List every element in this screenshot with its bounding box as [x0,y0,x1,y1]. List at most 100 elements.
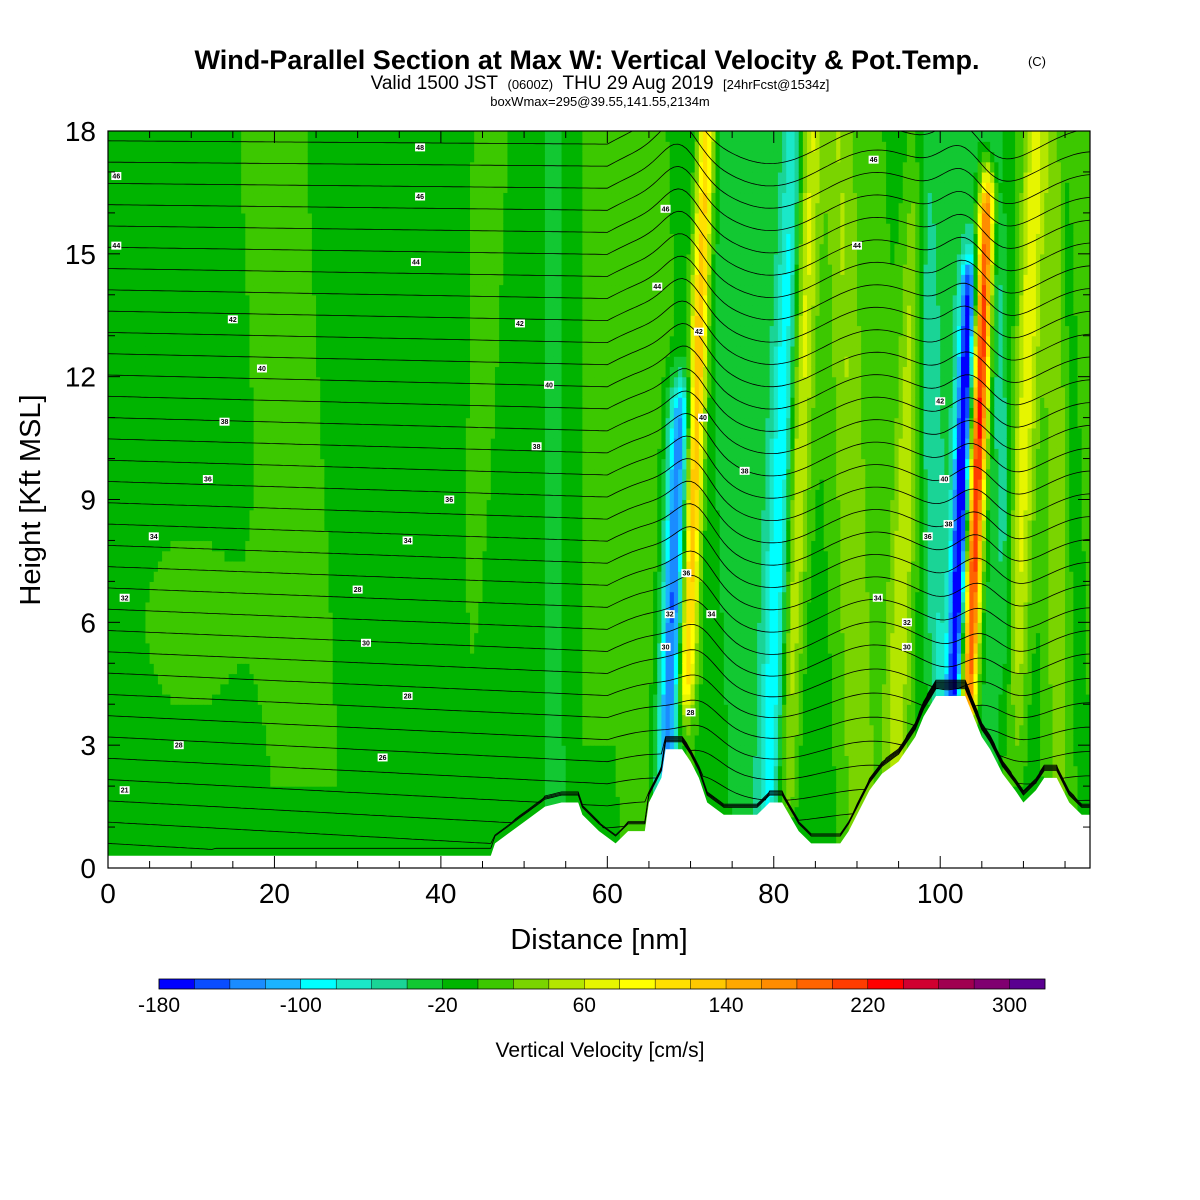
velocity-cell [112,571,117,582]
velocity-cell [236,560,242,572]
velocity-cell [182,622,188,634]
velocity-cell [195,530,201,542]
velocity-cell [141,171,147,183]
velocity-cell [324,315,330,327]
velocity-cell [216,519,221,531]
velocity-cell [395,827,400,838]
velocity-cell [353,704,359,716]
velocity-cell [370,591,375,603]
velocity-cell [278,755,284,767]
velocity-cell [174,376,180,388]
velocity-cell [149,192,155,204]
velocity-cell [349,294,355,306]
velocity-cell [253,786,259,797]
velocity-cell [120,806,126,818]
velocity-cell [224,571,230,582]
velocity-cell [120,223,126,234]
velocity-cell [228,479,234,490]
velocity-cell [195,264,201,275]
velocity-cell [261,622,267,634]
velocity-cell [295,653,301,664]
velocity-cell [345,356,350,368]
velocity-cell [320,253,325,265]
velocity-cell [349,233,355,245]
velocity-cell [141,366,147,378]
velocity-cell [191,745,196,757]
velocity-cell [141,796,147,808]
velocity-cell [253,847,259,859]
velocity-cell [261,632,267,644]
velocity-cell [286,642,292,654]
velocity-cell [195,796,201,808]
velocity-cell [166,755,172,767]
velocity-cell [116,366,122,378]
velocity-cell [187,243,192,255]
velocity-cell [324,438,330,449]
velocity-cell [278,325,284,337]
velocity-cell [153,499,159,511]
velocity-cell [203,345,209,357]
velocity-cell [153,663,159,675]
velocity-cell [374,182,380,194]
velocity-cell [353,499,359,511]
velocity-cell [124,847,130,859]
velocity-cell [328,530,334,542]
velocity-cell [286,182,292,194]
velocity-cell [365,755,371,767]
velocity-cell [162,325,167,337]
velocity-cell [128,806,134,818]
velocity-cell [228,161,234,173]
velocity-cell [270,192,276,204]
velocity-cell [353,642,359,654]
velocity-cell [311,560,317,572]
velocity-cell [361,581,367,593]
velocity-cell [345,182,350,194]
velocity-cell [349,540,355,552]
velocity-cell [249,386,255,398]
velocity-cell [220,724,226,736]
velocity-cell [378,612,384,623]
velocity-cell [149,438,155,449]
velocity-cell [332,284,338,296]
velocity-cell [261,141,267,153]
velocity-cell [278,397,284,408]
velocity-cell [365,775,371,787]
velocity-cell [108,407,113,419]
velocity-cell [299,171,305,183]
velocity-cell [253,745,259,757]
velocity-cell [162,601,167,613]
velocity-cell [236,335,242,347]
velocity-cell [120,305,126,316]
velocity-cell [149,724,155,736]
velocity-cell [112,837,117,849]
velocity-cell [145,591,151,603]
velocity-cell [187,755,192,767]
velocity-cell [236,653,242,664]
velocity-cell [232,131,238,142]
velocity-cell [390,632,396,644]
velocity-cell [203,755,209,767]
velocity-cell [128,335,134,347]
velocity-cell [178,458,184,470]
velocity-cell [141,151,147,163]
velocity-cell [116,745,122,757]
velocity-cell [257,161,263,173]
velocity-cell [336,479,342,490]
velocity-cell [320,806,325,818]
velocity-cell [291,786,296,797]
velocity-cell [141,305,147,316]
velocity-cell [174,386,180,398]
velocity-cell [386,427,392,439]
velocity-cell [116,233,122,245]
velocity-cell [174,847,180,859]
velocity-cell [357,591,363,603]
velocity-cell [187,847,192,859]
velocity-cell [170,642,176,654]
velocity-cell [307,212,313,224]
velocity-cell [191,673,196,685]
velocity-cell [137,479,142,490]
velocity-cell [157,499,163,511]
velocity-cell [149,786,155,797]
velocity-cell [249,734,255,746]
velocity-cell [212,806,217,818]
